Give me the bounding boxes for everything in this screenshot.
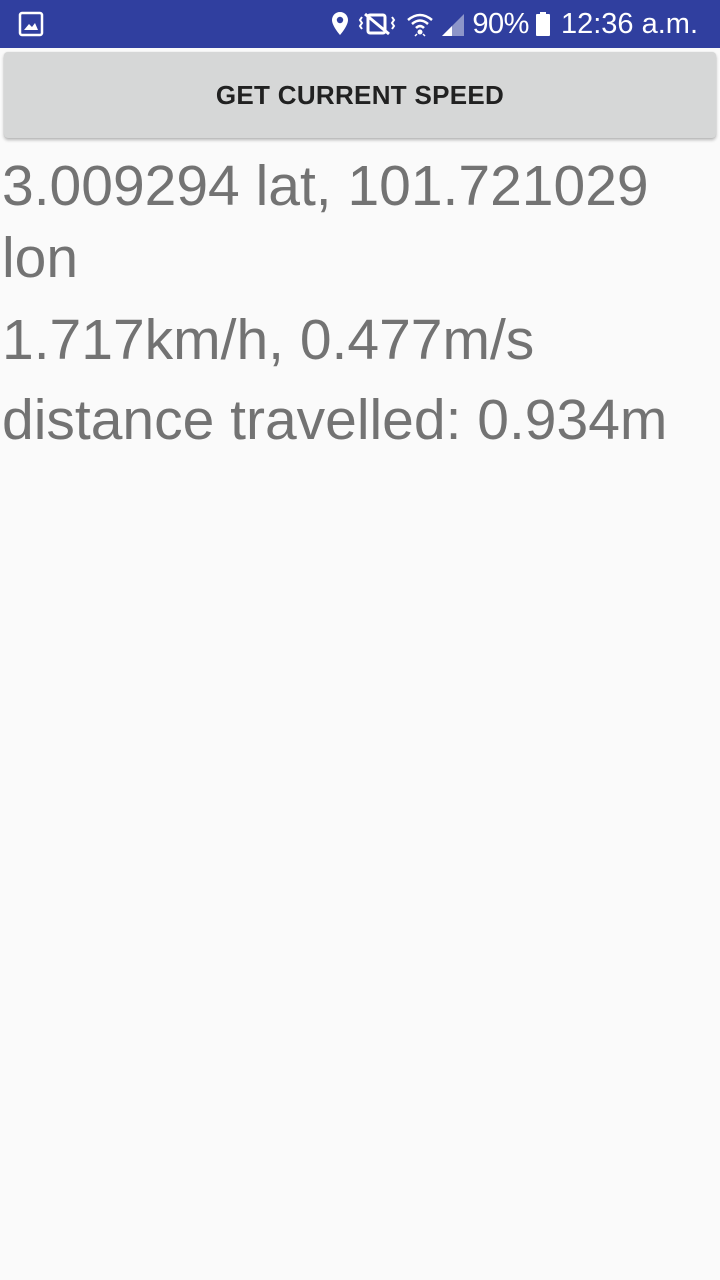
wifi-icon [406,10,434,38]
get-current-speed-button[interactable]: GET CURRENT SPEED [4,52,716,138]
status-bar: 90% 12:36 a.m. [0,0,720,48]
battery-percent: 90% [472,7,529,40]
gallery-icon [18,11,44,37]
signal-icon [440,10,466,38]
status-icons: 90% 12:36 a.m. [330,0,698,48]
distance-text: distance travelled: 0.934m [2,388,668,452]
battery-icon [535,10,551,38]
clock: 12:36 a.m. [560,7,698,40]
coordinates-text: 3.009294 lat, 101.721029 lon [2,154,649,290]
vibrate-mute-icon [358,10,396,38]
speed-text: 1.717km/h, 0.477m/s [2,308,535,372]
location-icon [330,10,350,38]
get-current-speed-label: GET CURRENT SPEED [215,79,505,110]
